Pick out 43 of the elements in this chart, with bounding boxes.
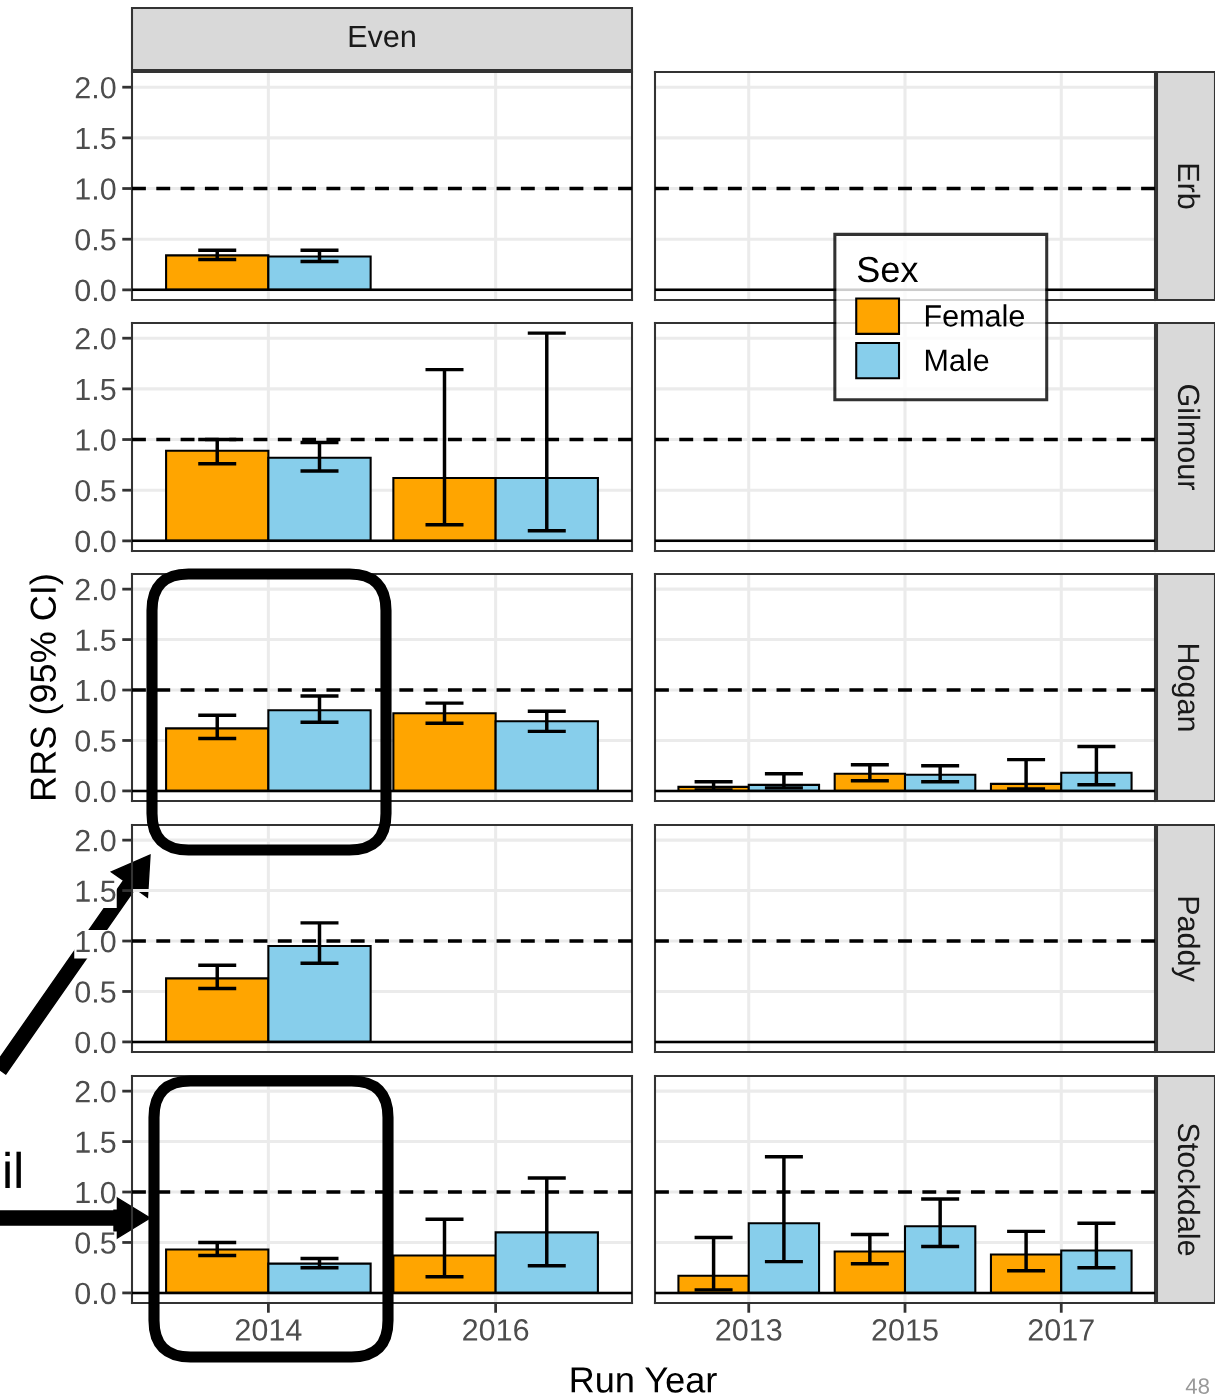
y-tick-label: 1.5 <box>76 1131 116 1153</box>
x-tick-label: 2014 <box>235 1319 302 1341</box>
y-tick-label: 0.5 <box>75 730 116 752</box>
y2-axis-title: Stockdale <box>1177 1123 1201 1256</box>
y-tick-label: 1.0 <box>76 930 116 953</box>
x-tick-label: 2017 <box>1028 1319 1094 1341</box>
y-tick-label: 1.5 <box>76 127 116 150</box>
y-tick-label: 1.5 <box>76 378 116 401</box>
x-tick-label: 2013 <box>716 1319 782 1341</box>
y2-axis-title: Paddy <box>1171 897 1201 982</box>
y-tick-label: 0.0 <box>75 780 116 803</box>
legend-title: Sex <box>857 256 919 283</box>
y-tick-label: 0.0 <box>75 279 116 302</box>
y-tick-label: 0.0 <box>75 530 116 553</box>
y-tick-label: 0.0 <box>75 1282 116 1305</box>
legend-label: Male <box>925 348 989 372</box>
y-tick-label: 0.5 <box>75 981 116 1003</box>
y-tick-label: 1.5 <box>76 629 116 651</box>
y-tick-label: 1.0 <box>76 429 116 451</box>
y-tick-label: 1.0 <box>76 679 116 702</box>
y-axis-title: RRS (95% CI) <box>29 575 64 799</box>
y-tick-label: 0.0 <box>75 1031 116 1054</box>
y2-axis-title: Hogan <box>1171 644 1200 731</box>
y-tick-label: 0.5 <box>75 1232 116 1254</box>
text: il <box>5 1151 21 1188</box>
y-tick-label: 0.5 <box>75 228 116 251</box>
y-tick-label: 1.0 <box>76 1181 116 1204</box>
chart-title: Even <box>349 25 415 48</box>
x-tick-label: 2015 <box>872 1319 938 1341</box>
y-tick-label: 2.0 <box>75 829 116 852</box>
y2-axis-title: Gilmour <box>1177 385 1201 490</box>
x-tick-label: 2016 <box>463 1319 529 1341</box>
legend-label: Female <box>925 304 1024 327</box>
y-tick-label: 1.5 <box>76 880 116 902</box>
y-tick-label: 2.0 <box>75 578 116 601</box>
y-tick-label: 2.0 <box>75 327 116 350</box>
x-axis-title: Run Year <box>571 1367 717 1393</box>
y2-axis-title: Erb <box>1177 164 1201 209</box>
y-tick-label: 1.0 <box>76 178 116 200</box>
text: 48 <box>1185 1378 1210 1394</box>
y-tick-label: 2.0 <box>75 76 116 99</box>
y-tick-label: 0.5 <box>75 479 116 502</box>
y-tick-label: 2.0 <box>75 1080 116 1103</box>
